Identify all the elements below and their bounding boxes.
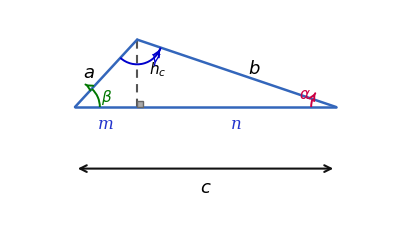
Text: β: β — [101, 90, 111, 105]
Text: γ: γ — [151, 52, 160, 66]
Text: a: a — [83, 64, 95, 82]
Polygon shape — [137, 101, 143, 107]
Text: $h_c$: $h_c$ — [149, 60, 166, 79]
Text: m: m — [98, 116, 114, 133]
Text: b: b — [248, 60, 259, 78]
Text: c: c — [200, 179, 211, 197]
Text: α: α — [300, 87, 310, 102]
Text: n: n — [231, 116, 242, 133]
